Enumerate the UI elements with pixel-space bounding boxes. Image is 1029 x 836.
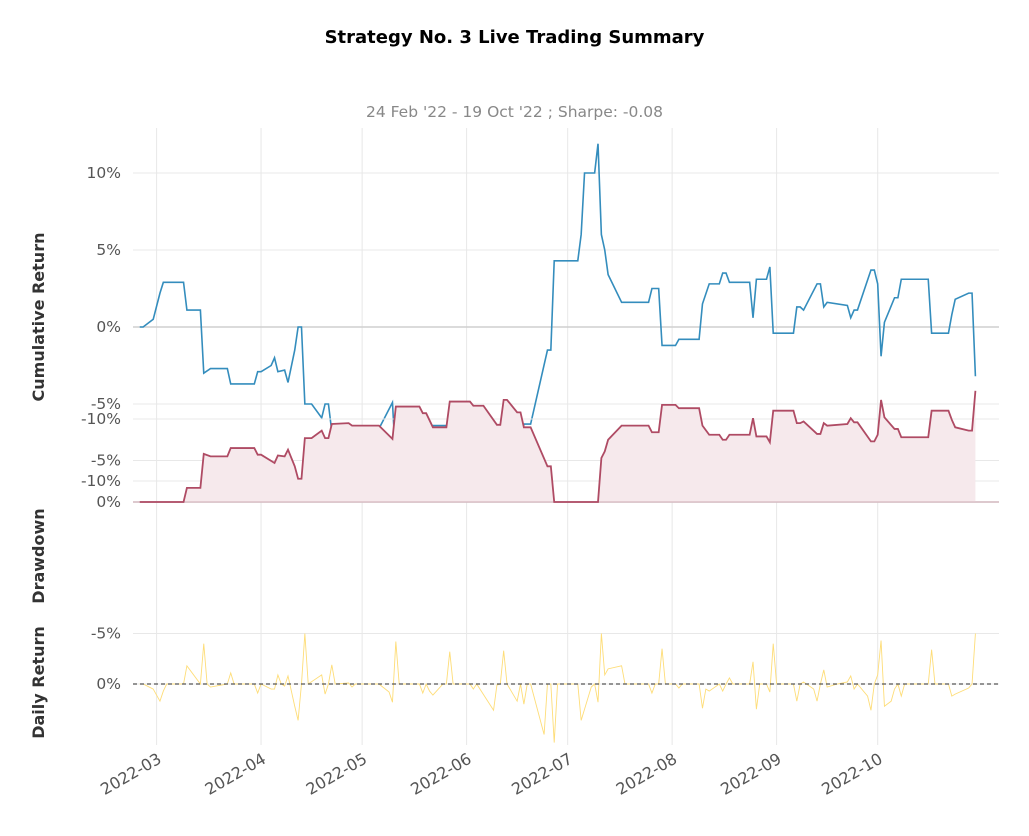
daily-return-line bbox=[139, 633, 976, 743]
y-tick-label: 0% bbox=[96, 493, 121, 511]
x-tick-label: 2022-04 bbox=[202, 749, 269, 799]
y-tick-label: 5% bbox=[96, 241, 121, 259]
y-tick-label: -5% bbox=[91, 625, 121, 643]
chart-subtitle: 24 Feb '22 - 19 Oct '22 ; Sharpe: -0.08 bbox=[365, 103, 664, 121]
x-tick-label: 2022-08 bbox=[613, 749, 680, 799]
y-tick-label: -5% bbox=[91, 395, 121, 413]
cumulative-return-line bbox=[139, 143, 977, 479]
chart-title: Strategy No. 3 Live Trading Summary bbox=[324, 27, 705, 48]
x-tick-label: 2022-05 bbox=[303, 749, 370, 799]
drawdown-line bbox=[139, 390, 977, 503]
y-tick-label: 0% bbox=[96, 675, 121, 693]
x-tick-label: 2022-09 bbox=[717, 749, 784, 799]
y-tick-label: -10% bbox=[81, 472, 121, 490]
x-tick-label: 2022-07 bbox=[508, 749, 575, 799]
x-tick-label: 2022-03 bbox=[97, 749, 164, 799]
y-tick-label: -10% bbox=[81, 410, 121, 428]
y-tick-label: 10% bbox=[87, 164, 121, 182]
drawdown-area bbox=[139, 390, 976, 502]
y-tick-label: -5% bbox=[91, 452, 121, 470]
y-axis-label: Drawdown bbox=[29, 508, 48, 603]
y-tick-label: 0% bbox=[96, 318, 121, 336]
y-axis-label: Daily Return bbox=[29, 626, 48, 739]
x-tick-label: 2022-06 bbox=[407, 749, 474, 799]
y-axis-label: Cumulative Return bbox=[29, 233, 48, 402]
x-tick-label: 2022-10 bbox=[818, 749, 885, 799]
